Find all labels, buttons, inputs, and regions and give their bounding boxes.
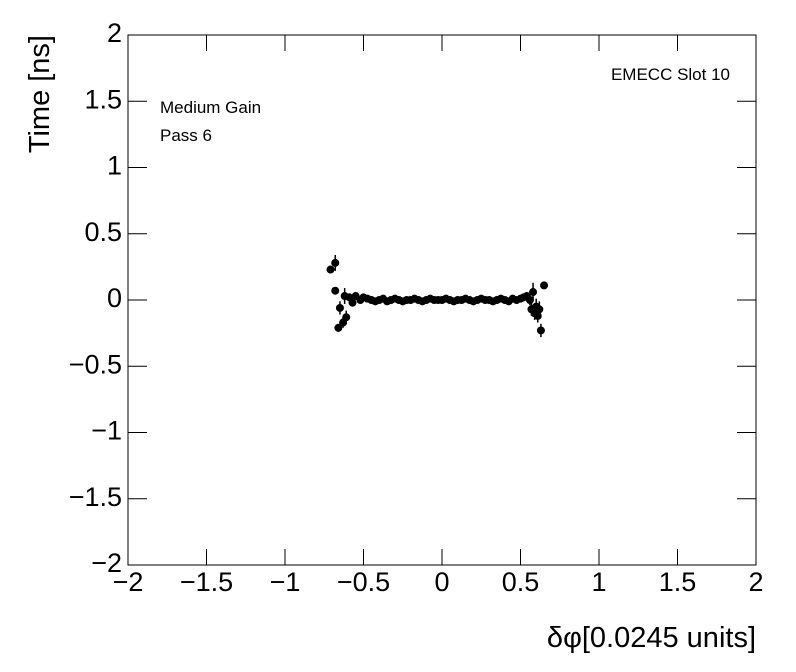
x-tick-label: 1.5 — [659, 567, 697, 597]
point — [331, 286, 340, 295]
y-tick-label: 2 — [107, 18, 122, 48]
point — [348, 298, 357, 307]
x-tick-label: −0.5 — [337, 567, 390, 597]
point — [335, 303, 344, 312]
x-tick-label: 2 — [748, 567, 763, 597]
point — [326, 265, 335, 274]
point — [535, 305, 544, 314]
y-axis-title: Time [ns] — [24, 35, 56, 153]
point — [533, 311, 542, 320]
x-axis-title: δφ[0.0245 units] — [547, 622, 756, 654]
y-tick-label: 1.5 — [84, 84, 122, 114]
y-tick-label: 1 — [107, 151, 122, 181]
x-tick-label: 1 — [591, 567, 606, 597]
point — [536, 326, 545, 335]
x-tick-label: −1 — [270, 567, 301, 597]
point — [525, 296, 534, 304]
point — [334, 323, 343, 332]
x-tick-label: 0.5 — [502, 567, 540, 597]
y-tick-label: −0.5 — [69, 349, 122, 379]
x-tick-label: −2 — [113, 567, 144, 597]
y-tick-label: −1.5 — [69, 482, 122, 512]
x-tick-label: 0 — [434, 567, 449, 597]
point — [529, 288, 538, 297]
annotation: Medium Gain — [160, 98, 261, 117]
y-tick-label: −1 — [91, 416, 122, 446]
y-tick-label: −2 — [91, 548, 122, 578]
x-tick-label: −1.5 — [180, 567, 233, 597]
annotation: EMECC Slot 10 — [611, 65, 730, 84]
point — [540, 281, 549, 290]
y-tick-label: 0.5 — [84, 217, 122, 247]
point — [331, 258, 340, 267]
y-tick-label: 0 — [107, 283, 122, 313]
point — [342, 313, 351, 322]
annotation: Pass 6 — [160, 126, 212, 145]
